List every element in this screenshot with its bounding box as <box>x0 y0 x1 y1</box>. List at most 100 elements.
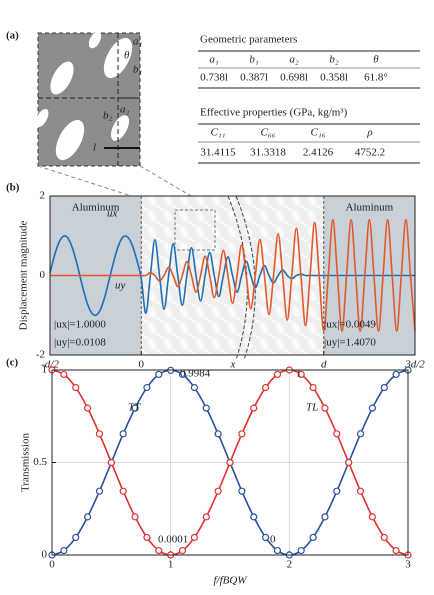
data-point <box>368 513 376 521</box>
data-point <box>202 404 210 412</box>
series-label: TT <box>128 402 141 414</box>
x-tick-label: d <box>321 359 327 371</box>
data-point <box>60 370 68 379</box>
data-point <box>83 404 92 412</box>
data-point <box>72 383 80 392</box>
table-header: C₁₁ <box>211 127 226 139</box>
x-tick-label: 3 <box>405 559 411 571</box>
data-point <box>238 430 246 438</box>
data-point <box>345 458 353 467</box>
data-point <box>380 533 388 542</box>
table-header: C₁₆ <box>311 127 326 139</box>
data-point <box>131 404 139 412</box>
plot-frame <box>51 369 409 556</box>
data-point <box>95 487 104 495</box>
y-axis-label: Displacement magnitude <box>18 221 30 331</box>
data-point <box>83 513 92 521</box>
data-point <box>119 487 127 495</box>
table-title: Effective properties (GPa, kg/m³) <box>200 107 348 119</box>
diagram-label: a₂ <box>120 104 130 116</box>
unit-cell-diagram <box>35 31 141 167</box>
table-header: C₆₆ <box>261 127 276 139</box>
data-point <box>214 487 222 495</box>
x-tick-label: 0 <box>139 359 145 371</box>
data-point <box>262 383 270 392</box>
data-point <box>250 513 258 521</box>
table-cell: 0.358l <box>320 72 348 84</box>
data-point <box>309 383 317 392</box>
value-note: 0 <box>270 534 276 546</box>
table-cell: 4752.2 <box>355 147 385 159</box>
data-point <box>155 370 163 379</box>
data-point <box>380 383 388 392</box>
data-point <box>190 533 198 542</box>
region-label: Aluminum <box>346 202 394 214</box>
data-point <box>131 513 139 521</box>
zoom-box <box>174 209 216 251</box>
data-point <box>72 533 80 542</box>
table-cell: 61.8° <box>364 72 388 84</box>
x-tick-label: 1 <box>168 559 174 571</box>
amplitude-note: |ux|=1.0000 <box>54 319 106 331</box>
data-point <box>143 383 151 392</box>
data-point <box>95 430 104 438</box>
panel-label: (c) <box>6 357 19 369</box>
data-line <box>49 235 415 317</box>
table-cell: 2.4126 <box>303 147 334 159</box>
position-label: x <box>230 359 236 371</box>
diagram-label: b₂ <box>103 110 113 122</box>
panel-label: (b) <box>6 182 20 194</box>
data-point <box>214 430 222 438</box>
data-point <box>392 370 400 379</box>
y-tick-label: 1 <box>42 364 48 376</box>
data-point <box>178 546 187 555</box>
panel-label: (a) <box>6 30 19 42</box>
data-point <box>356 430 365 438</box>
series-label: uy <box>115 280 126 292</box>
diagram-label: a₁ <box>133 36 143 48</box>
y-tick-label: -2 <box>36 349 45 361</box>
amplitude-note: |uy|=0.0108 <box>54 337 106 349</box>
data-point <box>392 546 400 555</box>
parameter-tables: Geometric parameters Effective propertie… <box>198 34 420 164</box>
table-cell: 0.738l <box>200 72 228 84</box>
y-tick-label: 2 <box>40 190 46 202</box>
data-point <box>333 430 341 438</box>
table-title: Geometric parameters <box>200 34 297 46</box>
amplitude-note: |uy|=1.4070 <box>324 337 376 349</box>
region-label: Aluminum <box>72 202 120 214</box>
x-tick-label: 2 <box>287 559 293 571</box>
table-cell: 31.3318 <box>250 147 286 159</box>
x-axis-label: f/fBQW <box>214 575 248 587</box>
data-point <box>297 546 305 555</box>
value-note: 1 <box>296 368 302 380</box>
data-point <box>250 404 258 412</box>
series-label: ux <box>107 208 118 220</box>
diagram-label: l <box>93 142 96 154</box>
data-point <box>321 404 329 412</box>
data-point <box>60 546 68 555</box>
data-point <box>155 546 163 555</box>
data-point <box>333 487 341 495</box>
table-header: ρ <box>366 127 372 139</box>
y-tick-label: 0.5 <box>33 456 47 468</box>
data-point <box>309 533 317 542</box>
y-axis-label: Transmission <box>20 433 32 492</box>
table-cell: 31.4115 <box>200 147 236 159</box>
value-note: 0.0001 <box>158 534 188 546</box>
data-point <box>119 430 127 438</box>
data-point <box>107 458 115 467</box>
table-header: b₂ <box>329 54 339 66</box>
data-point <box>178 370 187 379</box>
amplitude-note: |ux|=0.0049 <box>324 319 376 331</box>
x-tick-label: -d/2 <box>41 359 59 371</box>
data-point <box>297 370 305 379</box>
y-tick-label: 0 <box>40 269 46 281</box>
data-point <box>143 533 151 542</box>
series-label: TL <box>306 402 318 414</box>
x-tick-label: 0 <box>49 559 55 571</box>
table-header: b₁ <box>249 54 259 66</box>
y-tick-label: 0 <box>42 549 48 561</box>
data-point <box>356 487 365 495</box>
